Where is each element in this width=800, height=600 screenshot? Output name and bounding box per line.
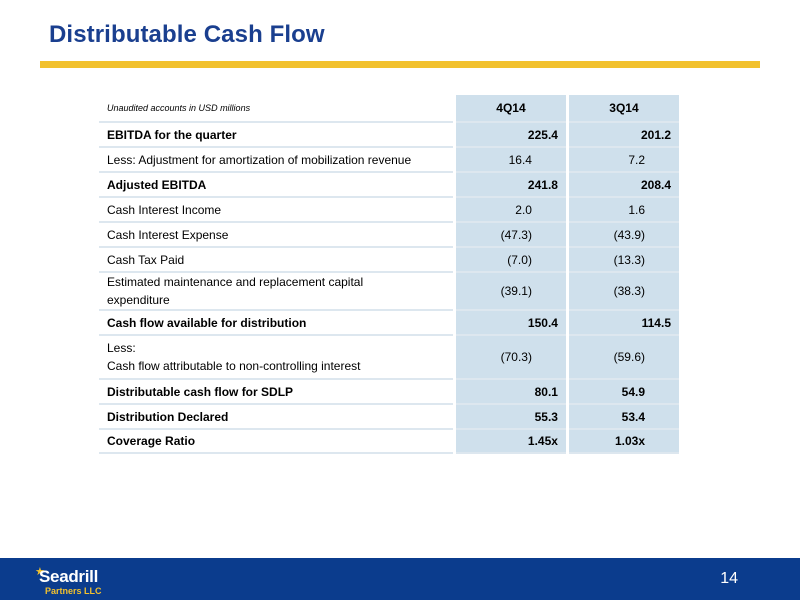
value-3q14: (13.3) bbox=[565, 247, 679, 272]
table-row: Less: Cash flow attributable to non-cont… bbox=[99, 335, 679, 379]
value-3q14: 1.6 bbox=[565, 197, 679, 222]
row-label: Less: Adjustment for amortization of mob… bbox=[107, 152, 412, 167]
row-label: Cash Tax Paid bbox=[107, 252, 185, 267]
footer-bar bbox=[0, 558, 800, 600]
value-3q14: (38.3) bbox=[565, 272, 679, 310]
logo-subtitle: Partners LLC bbox=[45, 586, 102, 596]
row-label: Cash flow available for distribution bbox=[107, 315, 307, 330]
table-row: Estimated maintenance and replacement ca… bbox=[99, 272, 679, 310]
table-row: Adjusted EBITDA 241.8 208.4 bbox=[99, 172, 679, 197]
value-3q14: 114.5 bbox=[565, 310, 679, 335]
table-row: Cash Interest Expense (47.3) (43.9) bbox=[99, 222, 679, 247]
seadrill-logo: ★ Seadrill Partners LLC bbox=[35, 567, 125, 597]
value-3q14: 201.2 bbox=[565, 122, 679, 147]
page-number: 14 bbox=[720, 570, 738, 587]
row-label: Less: Cash flow attributable to non-cont… bbox=[107, 341, 361, 373]
value-4q14: 2.0 bbox=[452, 197, 568, 222]
slide-title: Distributable Cash Flow bbox=[49, 21, 325, 48]
value-4q14: 80.1 bbox=[452, 379, 568, 404]
table-row: Distributable cash flow for SDLP 80.1 54… bbox=[99, 379, 679, 404]
star-icon: ★ bbox=[35, 566, 45, 578]
table-header-row: Unaudited accounts in USD millions 4Q14 … bbox=[99, 95, 679, 122]
row-label: Distribution Declared bbox=[107, 409, 229, 424]
row-label: Adjusted EBITDA bbox=[107, 177, 207, 192]
value-4q14: 55.3 bbox=[452, 404, 568, 429]
value-3q14: 1.03x bbox=[565, 429, 679, 453]
value-4q14: 225.4 bbox=[452, 122, 568, 147]
units-note: Unaudited accounts in USD millions bbox=[107, 103, 251, 113]
column-header-3q14: 3Q14 bbox=[565, 95, 679, 122]
table-row: Cash Tax Paid (7.0) (13.3) bbox=[99, 247, 679, 272]
row-label: Cash Interest Expense bbox=[107, 227, 229, 242]
value-3q14: (59.6) bbox=[565, 335, 679, 379]
value-4q14: 241.8 bbox=[452, 172, 568, 197]
table-row: Cash flow available for distribution 150… bbox=[99, 310, 679, 335]
table-row: Cash Interest Income 2.0 1.6 bbox=[99, 197, 679, 222]
table-row: Less: Adjustment for amortization of mob… bbox=[99, 147, 679, 172]
value-3q14: (43.9) bbox=[565, 222, 679, 247]
column-header-4q14: 4Q14 bbox=[452, 95, 568, 122]
table-row: Coverage Ratio 1.45x 1.03x bbox=[99, 429, 679, 453]
table-row: Distribution Declared 55.3 53.4 bbox=[99, 404, 679, 429]
value-3q14: 54.9 bbox=[565, 379, 679, 404]
row-label: Estimated maintenance and replacement ca… bbox=[107, 275, 364, 307]
row-label: EBITDA for the quarter bbox=[107, 127, 237, 142]
row-label: Cash Interest Income bbox=[107, 202, 222, 217]
row-label: Distributable cash flow for SDLP bbox=[107, 384, 294, 399]
value-4q14: 16.4 bbox=[452, 147, 568, 172]
logo-name: Seadrill bbox=[39, 567, 99, 586]
title-underline bbox=[40, 61, 760, 68]
value-3q14: 7.2 bbox=[565, 147, 679, 172]
table-row: EBITDA for the quarter 225.4 201.2 bbox=[99, 122, 679, 147]
value-4q14: (70.3) bbox=[452, 335, 568, 379]
value-4q14: (7.0) bbox=[452, 247, 568, 272]
value-3q14: 208.4 bbox=[565, 172, 679, 197]
distributable-cash-flow-table: Unaudited accounts in USD millions 4Q14 … bbox=[99, 95, 679, 454]
row-label: Coverage Ratio bbox=[107, 434, 196, 448]
value-4q14: 1.45x bbox=[452, 429, 568, 453]
value-4q14: (39.1) bbox=[452, 272, 568, 310]
value-4q14: 150.4 bbox=[452, 310, 568, 335]
value-3q14: 53.4 bbox=[565, 404, 679, 429]
value-4q14: (47.3) bbox=[452, 222, 568, 247]
